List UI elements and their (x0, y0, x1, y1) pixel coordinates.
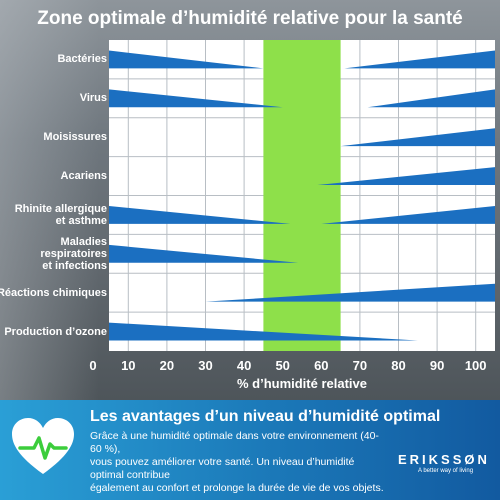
risk-wedge-low (109, 322, 418, 341)
x-tick-label: 50 (275, 358, 290, 373)
y-tick-label: Virus (80, 92, 107, 104)
background-glare (0, 0, 110, 400)
plot-area (109, 40, 495, 351)
risk-wedge-low (109, 50, 264, 69)
y-tick-label: Réactions chimiques (0, 287, 107, 299)
y-tick-label: Rhinite allergique et asthme (15, 203, 107, 227)
risk-wedge-low (109, 205, 291, 224)
y-tick-label-line: Virus (79, 92, 107, 105)
banner-line: également au confort et prolonge la duré… (90, 482, 384, 494)
y-tick-label: Moisissures (43, 131, 107, 143)
risk-wedge-low (109, 244, 299, 263)
y-tick-label-line: Maladies (60, 235, 107, 248)
x-tick-label: 80 (391, 358, 406, 373)
banner-line: vous pouvez améliorer votre santé. Un ni… (90, 456, 355, 481)
risk-wedge-low (109, 89, 283, 108)
optimal-zone-band (263, 40, 341, 351)
brand-logo: ERIKSSØN (398, 452, 490, 467)
banner-text: Grâce à une humidité optimale dans votre… (90, 430, 390, 495)
y-tick-label: Maladies respiratoires et infections (40, 236, 107, 272)
x-tick-label: 20 (159, 358, 175, 373)
risk-wedge-high (367, 89, 495, 108)
y-tick-label-line: respiratoires (40, 247, 107, 260)
x-tick-label: 100 (464, 358, 487, 373)
y-tick-label-line: Moisissures (43, 131, 107, 144)
x-tick-label: 70 (352, 358, 368, 373)
brand-tagline: A better way of living (418, 468, 474, 474)
info-banner (0, 400, 500, 500)
chart-title: Zone optimale d’humidité relative pour l… (37, 8, 463, 29)
risk-wedge-high (340, 128, 495, 147)
banner-line: Grâce à une humidité optimale dans votre… (90, 430, 379, 455)
heart-pulse-icon (12, 418, 74, 474)
x-tick-label: 90 (429, 358, 445, 373)
y-tick-label-line: Acariens (60, 170, 107, 183)
banner-title: Les avantages d’un niveau d’humidité opt… (90, 408, 441, 425)
y-tick-label-line: Bactéries (57, 53, 107, 66)
x-tick-label: 40 (236, 358, 252, 373)
risk-wedge-high (344, 50, 495, 69)
risk-wedge-high (317, 167, 495, 186)
risk-wedge-high (321, 205, 495, 224)
x-tick-label: 30 (198, 358, 213, 373)
x-tick-label: 10 (121, 358, 136, 373)
y-tick-label: Production d’ozone (4, 326, 107, 338)
y-tick-label-line: Production d’ozone (4, 325, 107, 338)
y-tick-label-line: Rhinite allergique (14, 202, 107, 215)
x-tick-label: 60 (314, 358, 329, 373)
y-tick-label-line: et infections (42, 259, 107, 272)
y-tick-label: Acariens (61, 170, 107, 182)
x-axis-label: % d’humidité relative (236, 376, 368, 391)
y-tick-label-line: et asthme (55, 214, 107, 227)
y-tick-label: Bactéries (57, 53, 107, 65)
x-tick-label: 0 (89, 358, 97, 373)
y-tick-label-line: Réactions chimiques (0, 286, 107, 299)
